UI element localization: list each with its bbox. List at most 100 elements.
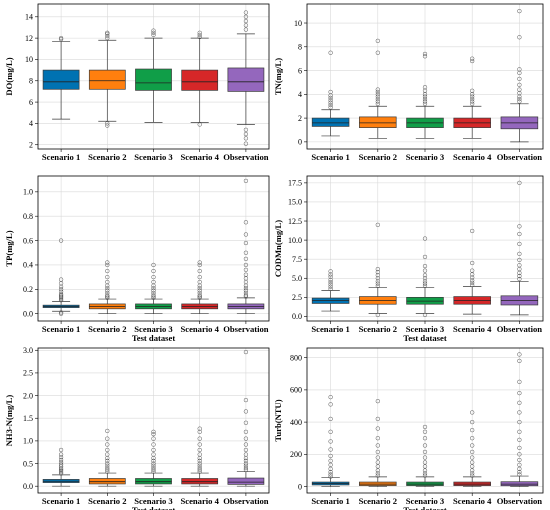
x-tick-label: Observation	[223, 496, 269, 506]
iqr-box	[42, 69, 80, 90]
outlier-point	[470, 228, 475, 234]
x-tick-label: Scenario 3	[134, 324, 172, 334]
y-tick-label: 1.5	[23, 414, 33, 423]
x-tick-label: Scenario 4	[453, 152, 492, 162]
y-tick-label: 2	[298, 114, 302, 123]
outlier-point	[422, 96, 428, 102]
outlier-point	[243, 250, 249, 255]
outlier-point	[328, 272, 333, 277]
outlier-point	[197, 447, 202, 453]
outlier-point	[517, 352, 522, 357]
box-scenario-3	[406, 424, 444, 487]
outlier-point	[422, 54, 428, 59]
outlier-point	[58, 294, 64, 299]
outlier-point	[58, 238, 64, 243]
outlier-point	[375, 101, 380, 106]
outlier-point	[105, 290, 110, 296]
outlier-point	[105, 447, 110, 453]
outlier-point	[470, 278, 475, 283]
outlier-point	[197, 34, 202, 40]
outlier-point	[105, 467, 110, 473]
outlier-point	[151, 436, 156, 441]
y-tick-label: 6	[298, 66, 302, 75]
outlier-point	[517, 263, 522, 268]
outlier-point	[243, 240, 249, 246]
y-tick-label: 400	[290, 418, 302, 427]
box-scenario-4	[181, 30, 219, 127]
outlier-point	[517, 67, 522, 72]
outlier-point	[243, 232, 249, 237]
outlier-point	[243, 290, 249, 296]
box-scenario-2	[359, 222, 397, 318]
x-tick-label: Scenario 2	[88, 496, 126, 506]
outlier-point	[517, 99, 522, 104]
outlier-point	[243, 467, 249, 473]
outlier-point	[328, 95, 333, 101]
y-tick-label: 15.0	[288, 198, 302, 207]
y-tick-label: 0.0	[23, 482, 33, 491]
outlier-point	[105, 295, 110, 300]
outlier-point	[197, 463, 202, 468]
x-axis-title: Test dataset	[132, 505, 176, 510]
outlier-point	[105, 288, 110, 293]
outlier-point	[243, 272, 249, 277]
boxplot-panel: 0 2 4 6 8 10 Scenario 1 Scenario 2 Scenario 3 Sce…	[273, 3, 544, 162]
box-scenario-1	[311, 269, 350, 312]
outlier-point	[328, 284, 333, 289]
outlier-point	[422, 273, 428, 278]
outlier-point	[105, 279, 110, 285]
outlier-point	[197, 461, 202, 466]
y-tick-label: 0.8	[23, 212, 33, 221]
outlier-point	[105, 35, 110, 41]
x-tick-label: Scenario 3	[406, 324, 444, 334]
y-tick-label: 0.6	[23, 236, 33, 245]
x-tick-label: Observation	[497, 324, 543, 334]
outlier-point	[243, 465, 249, 471]
y-tick-label: 1.0	[23, 188, 33, 197]
outlier-point	[470, 56, 475, 61]
outlier-point	[105, 30, 110, 35]
outlier-point	[243, 409, 249, 414]
outlier-point	[375, 312, 380, 318]
outlier-point	[243, 436, 249, 441]
outlier-point	[470, 275, 475, 280]
outlier-point	[243, 262, 249, 268]
outlier-point	[328, 100, 333, 105]
outlier-point	[470, 410, 475, 415]
outlier-point	[375, 99, 380, 104]
outlier-point	[197, 279, 202, 285]
outlier-point	[58, 452, 64, 457]
box-scenario-2	[359, 38, 397, 139]
y-tick-label: 0.2	[23, 285, 33, 294]
outlier-point	[105, 458, 110, 463]
y-tick-label: 2.5	[292, 293, 302, 302]
outlier-point	[105, 436, 110, 441]
outlier-point	[375, 273, 380, 278]
y-tick-label: 5.0	[292, 274, 302, 283]
outlier-point	[58, 289, 64, 294]
outlier-point	[517, 231, 522, 237]
outlier-point	[197, 429, 202, 434]
outlier-point	[328, 402, 333, 407]
outlier-point	[517, 472, 522, 477]
outlier-point	[105, 465, 110, 471]
box-observation	[500, 8, 539, 143]
outlier-point	[105, 260, 110, 265]
x-tick-label: Scenario 2	[88, 324, 126, 334]
outlier-point	[422, 429, 428, 434]
outlier-point	[328, 98, 333, 103]
outlier-point	[422, 254, 428, 260]
outlier-point	[375, 87, 380, 92]
outlier-point	[58, 464, 64, 469]
outlier-point	[151, 447, 156, 453]
outlier-point	[328, 416, 333, 422]
x-tick-label: Scenario 2	[359, 324, 397, 334]
y-tick-label: 0.4	[23, 261, 33, 270]
y-tick-label: 2	[29, 141, 33, 150]
box-observation	[500, 352, 539, 487]
outlier-point	[58, 447, 64, 453]
box-scenario-1	[311, 50, 350, 137]
outlier-point	[375, 38, 380, 43]
box-scenario-4	[453, 56, 491, 139]
outlier-point	[470, 99, 475, 104]
